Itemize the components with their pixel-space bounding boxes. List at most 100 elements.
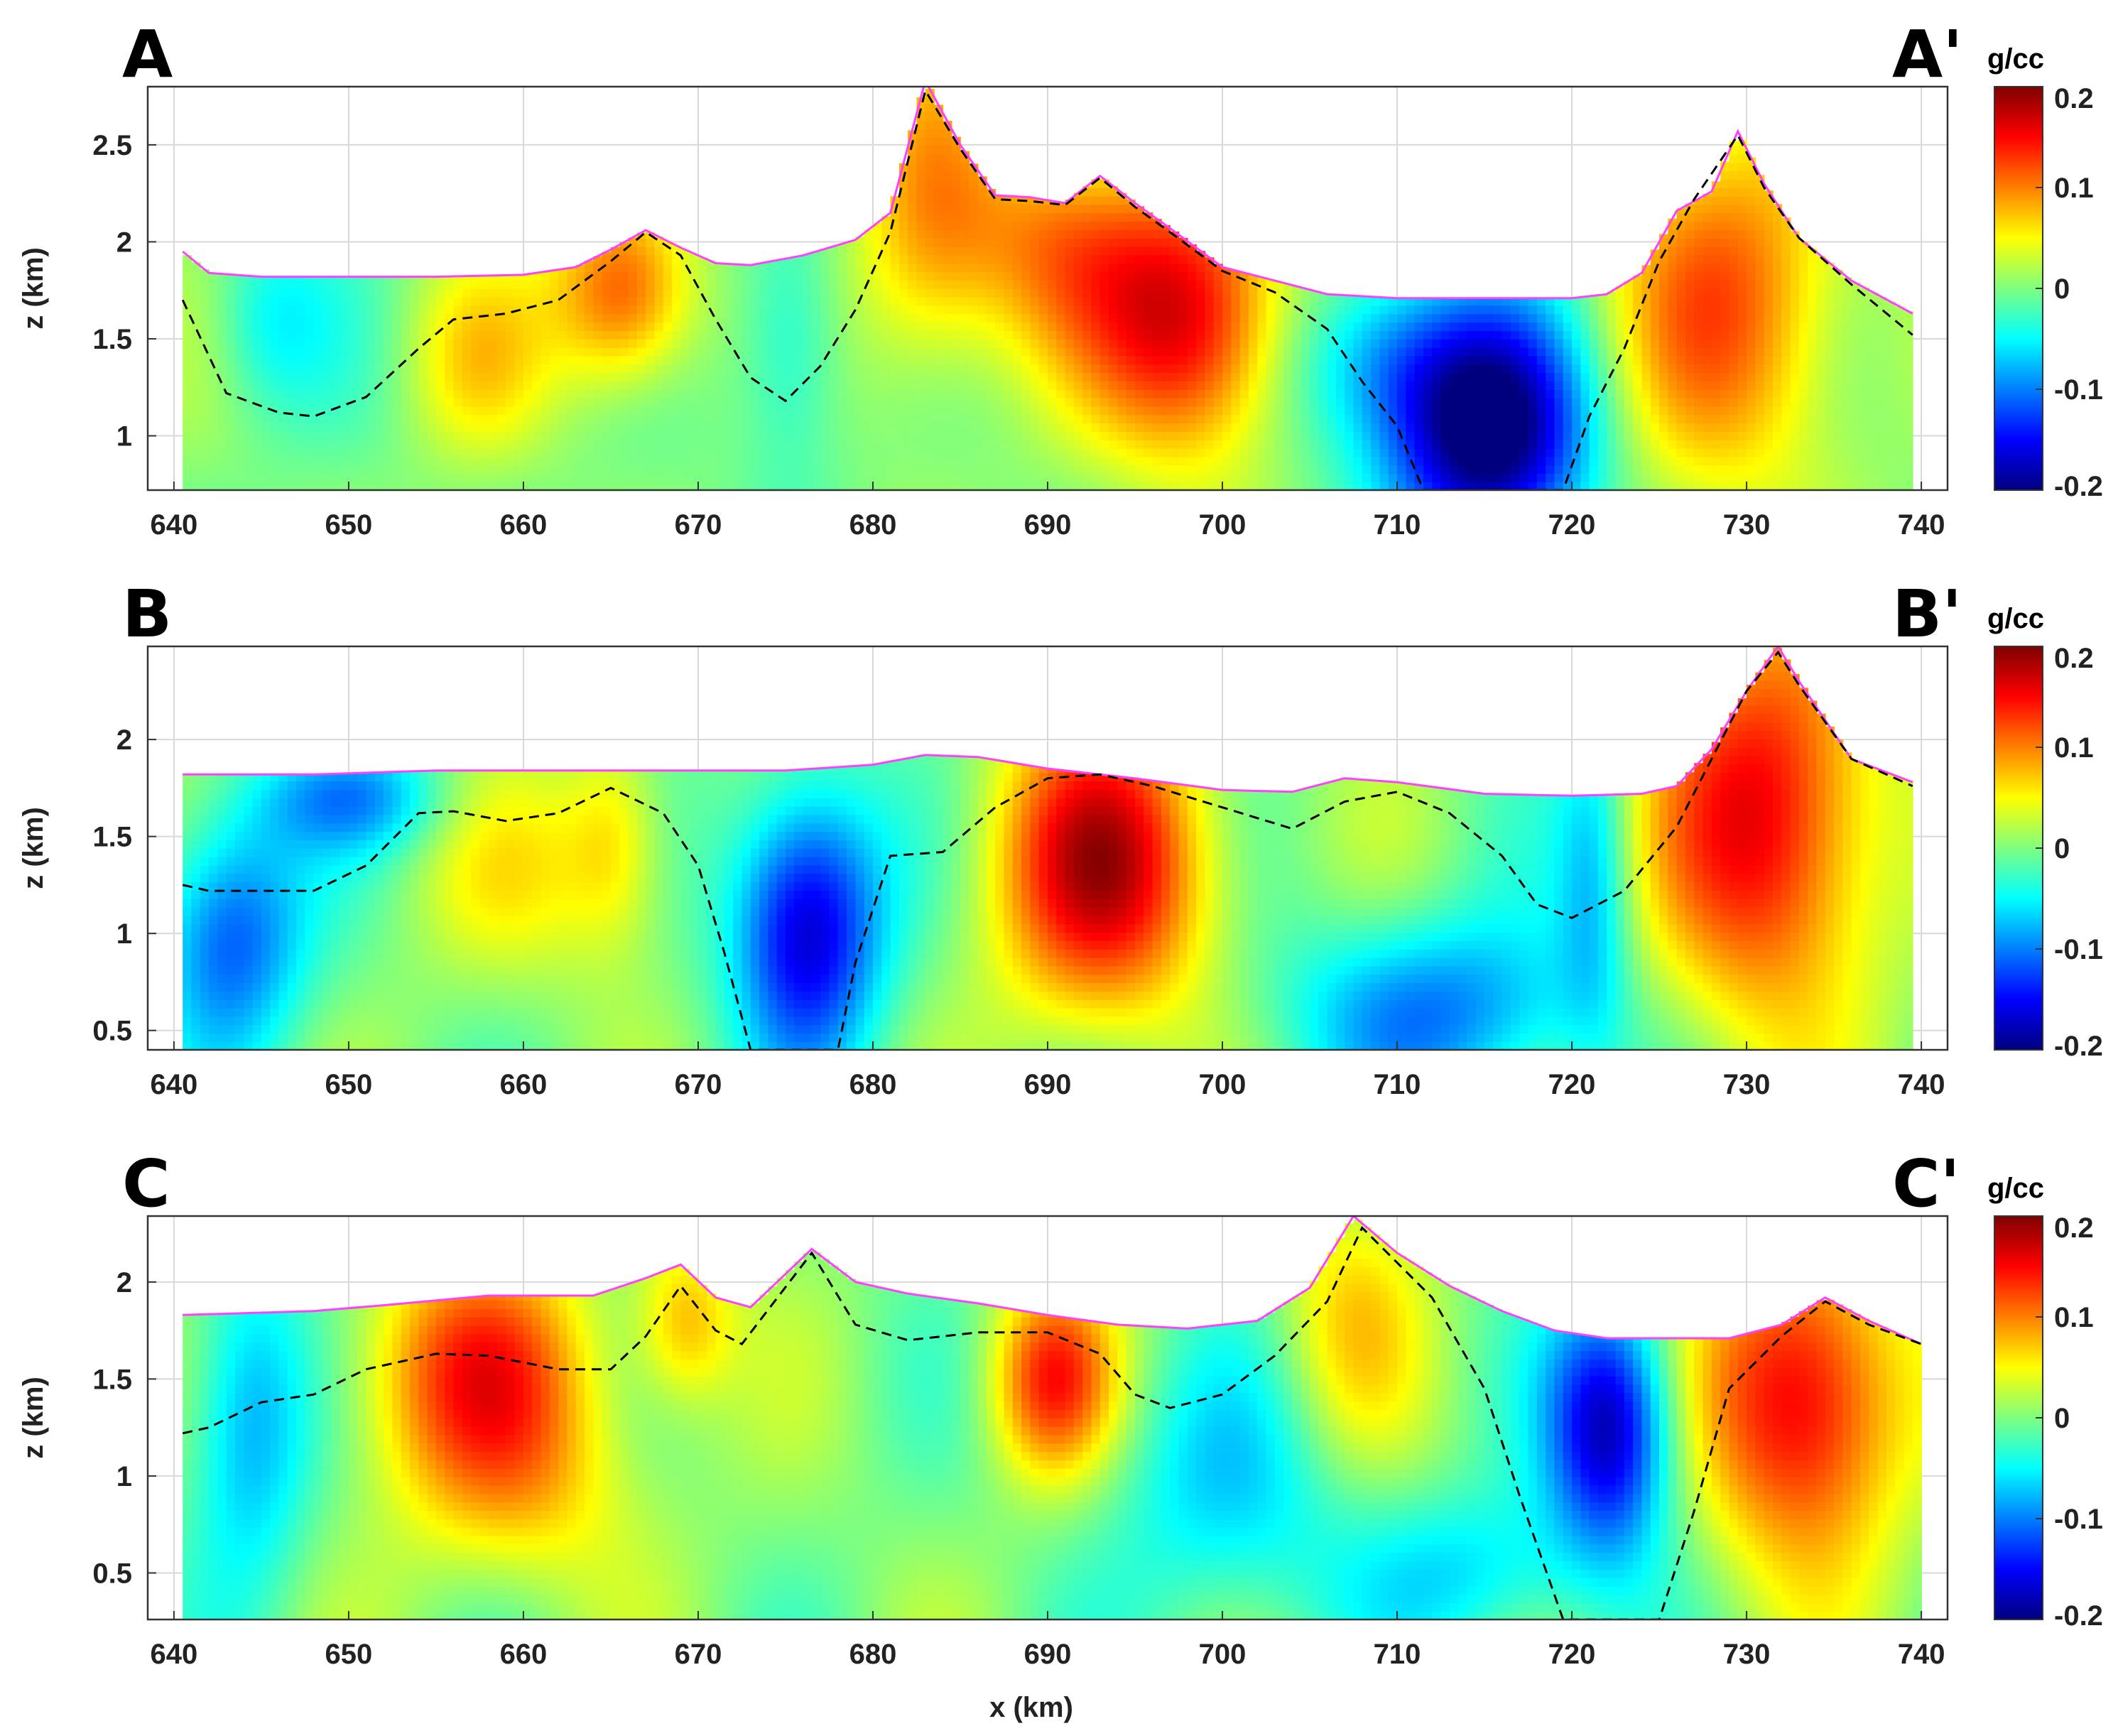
density-cell <box>837 406 847 416</box>
density-cell <box>209 389 219 398</box>
density-cell <box>1248 372 1259 381</box>
density-cell <box>401 322 411 331</box>
density-cell <box>1091 431 1101 440</box>
density-cell <box>1676 355 1686 365</box>
density-cell <box>1283 482 1293 490</box>
density-cell <box>261 456 271 466</box>
density-cell <box>1458 482 1468 490</box>
density-cell <box>628 364 638 374</box>
density-cell <box>1109 195 1119 205</box>
density-cell <box>1091 188 1101 197</box>
density-cell <box>636 347 646 357</box>
density-cell <box>1038 465 1048 474</box>
density-cell <box>1012 296 1022 306</box>
density-cell <box>1292 423 1302 432</box>
density-cell <box>1362 305 1372 315</box>
density-cell <box>1353 431 1363 440</box>
density-cell <box>986 212 996 222</box>
density-cell <box>305 431 315 440</box>
density-cell <box>1292 397 1302 407</box>
density-cell <box>986 389 996 398</box>
density-cell <box>1458 330 1468 340</box>
density-cell <box>1423 431 1433 440</box>
density-cell <box>1440 298 1450 306</box>
density-cell <box>689 339 699 348</box>
density-cell <box>1676 263 1686 273</box>
density-cell <box>1694 389 1704 398</box>
density-cell <box>1536 397 1546 407</box>
density-cell <box>523 456 533 466</box>
density-cell <box>1257 339 1267 348</box>
density-cell <box>1501 381 1511 390</box>
density-cell <box>1335 482 1346 490</box>
density-cell <box>872 482 883 490</box>
density-cell <box>916 440 926 449</box>
density-cell <box>401 339 411 348</box>
density-cell <box>995 431 1005 440</box>
density-cell <box>1563 431 1573 440</box>
density-cell <box>1065 339 1075 348</box>
density-cell <box>1065 372 1075 381</box>
density-cell <box>1607 313 1617 323</box>
density-cell <box>435 423 446 432</box>
density-cell <box>768 406 778 416</box>
density-cell <box>663 431 673 440</box>
density-cell <box>1038 397 1048 407</box>
density-cell <box>1633 447 1643 457</box>
density-cell <box>619 355 629 365</box>
density-cell <box>270 372 280 381</box>
density-cell <box>733 414 743 424</box>
density-cell <box>1239 414 1249 424</box>
density-cell <box>322 313 332 323</box>
density-cell <box>1239 305 1249 315</box>
density-cell <box>1038 271 1048 281</box>
density-cell <box>1641 313 1651 323</box>
density-cell <box>1484 313 1494 323</box>
density-cell <box>908 271 918 281</box>
density-cell <box>558 482 568 490</box>
density-cell <box>925 188 935 197</box>
density-cell <box>881 271 891 281</box>
density-cell <box>322 482 332 490</box>
density-cell <box>855 440 865 449</box>
density-cell <box>1554 456 1564 466</box>
density-cell <box>445 406 455 416</box>
density-cell <box>1493 389 1503 398</box>
density-cell <box>1310 291 1320 298</box>
density-cell <box>908 456 918 466</box>
density-cell <box>610 313 621 323</box>
density-cell <box>183 288 192 298</box>
density-cell <box>1554 322 1564 331</box>
density-cell <box>1274 381 1284 390</box>
density-cell <box>1152 296 1162 306</box>
density-cell <box>410 440 420 449</box>
density-cell <box>401 305 411 315</box>
density-cell <box>925 372 935 381</box>
density-cell <box>1318 381 1328 390</box>
density-cell <box>1091 389 1101 398</box>
density-cell <box>890 456 900 466</box>
density-cell <box>995 423 1005 432</box>
density-cell <box>785 288 795 298</box>
density-cell <box>1676 322 1686 331</box>
density-cell <box>575 473 585 482</box>
density-cell <box>366 347 376 357</box>
density-cell <box>593 313 603 323</box>
density-cell <box>1144 397 1153 407</box>
density-cell <box>742 296 751 306</box>
density-cell <box>1650 347 1660 357</box>
density-cell <box>742 389 751 398</box>
density-cell <box>244 276 254 281</box>
density-cell <box>619 440 629 449</box>
density-cell <box>305 280 315 289</box>
density-cell <box>1519 406 1529 416</box>
density-cell <box>898 381 908 390</box>
density-cell <box>1458 364 1468 374</box>
density-cell <box>270 305 280 315</box>
density-cell <box>1274 473 1284 482</box>
density-cell <box>270 440 280 449</box>
density-cell <box>1493 305 1503 315</box>
density-cell <box>340 288 349 298</box>
density-cell <box>1685 381 1695 390</box>
density-cell <box>960 271 970 281</box>
